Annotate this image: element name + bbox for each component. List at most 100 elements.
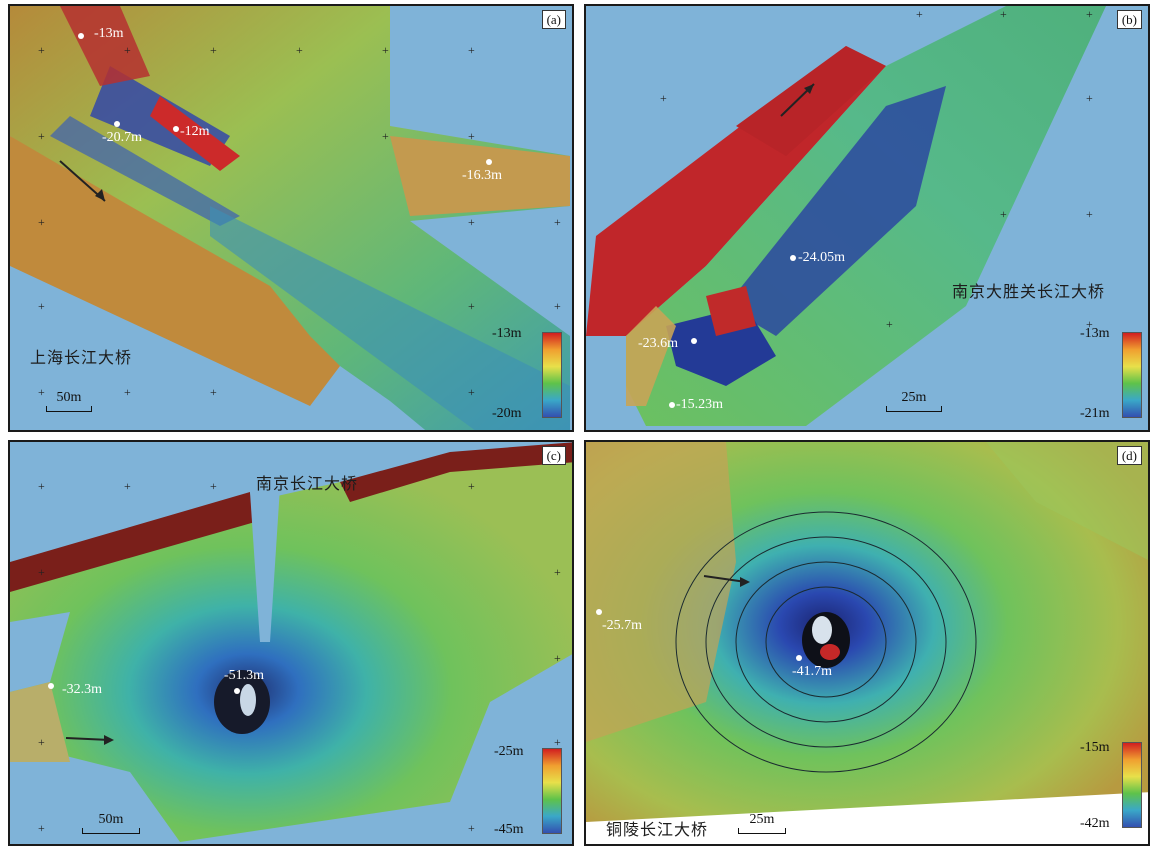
sounding-point xyxy=(691,338,697,344)
sounding-point xyxy=(173,126,179,132)
panel-b: + + + + + + + + + (b) -24.05m -23.6m -15.23m 南… xyxy=(584,4,1150,432)
depth-label: -13m xyxy=(94,26,124,41)
bathymetry-map-c: + + + + + + + + + + + xyxy=(10,442,572,842)
svg-text:+: + xyxy=(1000,7,1007,21)
scale-bar-line xyxy=(886,406,942,412)
sounding-point xyxy=(669,402,675,408)
depth-label: -16.3m xyxy=(462,168,503,183)
depth-label: -24.05m xyxy=(798,250,846,265)
panel-tag: (c) xyxy=(541,446,566,465)
svg-text:+: + xyxy=(468,821,475,835)
svg-text:+: + xyxy=(554,299,561,313)
sounding-point xyxy=(796,655,802,661)
scale-label: 25m xyxy=(901,390,927,405)
scale-label: 50m xyxy=(98,812,124,827)
svg-text:+: + xyxy=(1086,207,1093,221)
color-legend xyxy=(542,332,562,418)
svg-text:+: + xyxy=(554,215,561,229)
sounding-point xyxy=(78,33,84,39)
scale-bar-line xyxy=(46,406,92,412)
bridge-name: 铜陵长江大桥 xyxy=(606,820,709,839)
svg-text:+: + xyxy=(38,43,45,57)
svg-text:+: + xyxy=(660,91,667,105)
svg-text:+: + xyxy=(38,821,45,835)
scale-bar: 50m xyxy=(46,390,92,412)
bridge-name: 南京大胜关长江大桥 xyxy=(952,282,1106,301)
svg-text:+: + xyxy=(38,215,45,229)
svg-text:+: + xyxy=(554,735,561,749)
svg-text:+: + xyxy=(38,129,45,143)
svg-text:+: + xyxy=(468,479,475,493)
depth-label: -23.6m xyxy=(638,336,679,351)
depth-label: -41.7m xyxy=(792,664,833,679)
svg-text:+: + xyxy=(124,385,131,399)
svg-text:+: + xyxy=(124,43,131,57)
legend-max: -13m xyxy=(1080,326,1110,341)
svg-text:+: + xyxy=(382,43,389,57)
svg-text:+: + xyxy=(38,385,45,399)
svg-text:+: + xyxy=(468,385,475,399)
panel-a: + + + + + + + + + + + + + + + + + + + (a) -13m -20.7m … xyxy=(8,4,574,432)
svg-text:+: + xyxy=(210,43,217,57)
scale-bar: 50m xyxy=(82,812,140,834)
svg-text:+: + xyxy=(1086,317,1093,331)
legend-max: -25m xyxy=(494,744,524,759)
sounding-point xyxy=(234,688,240,694)
sounding-point xyxy=(790,255,796,261)
scale-label: 50m xyxy=(56,390,82,405)
sounding-point xyxy=(114,121,120,127)
color-legend xyxy=(1122,332,1142,418)
svg-text:+: + xyxy=(468,43,475,57)
panel-tag: (d) xyxy=(1116,446,1142,465)
legend-max: -13m xyxy=(492,326,522,341)
bathymetry-map-a: + + + + + + + + + + + + + + + + + + + xyxy=(10,6,570,430)
scale-label: 25m xyxy=(749,812,775,827)
panel-c: + + + + + + + + + + + (c) -51.3m -32.3m 南京长江大桥… xyxy=(8,440,574,846)
depth-label: -15.23m xyxy=(676,397,724,412)
svg-text:+: + xyxy=(38,479,45,493)
panel-tag: (b) xyxy=(1116,10,1142,29)
depth-label: -12m xyxy=(180,124,210,139)
svg-text:+: + xyxy=(124,479,131,493)
scale-bar: 25m xyxy=(738,812,786,834)
scale-bar: 25m xyxy=(886,390,942,412)
legend-min: -42m xyxy=(1080,816,1110,831)
svg-text:+: + xyxy=(1086,91,1093,105)
sounding-point xyxy=(596,609,602,615)
svg-text:+: + xyxy=(554,651,561,665)
legend-min: -20m xyxy=(492,406,522,421)
svg-text:+: + xyxy=(468,129,475,143)
svg-text:+: + xyxy=(916,7,923,21)
svg-text:+: + xyxy=(38,735,45,749)
bathymetry-map-d xyxy=(586,442,1148,844)
svg-text:+: + xyxy=(554,565,561,579)
depth-label: -32.3m xyxy=(62,682,103,697)
bridge-name: 南京长江大桥 xyxy=(256,474,359,493)
legend-min: -45m xyxy=(494,822,524,837)
svg-text:+: + xyxy=(296,43,303,57)
sounding-point xyxy=(486,159,492,165)
svg-text:+: + xyxy=(382,129,389,143)
color-legend xyxy=(1122,742,1142,828)
svg-text:+: + xyxy=(1000,207,1007,221)
svg-text:+: + xyxy=(38,565,45,579)
svg-text:+: + xyxy=(468,299,475,313)
svg-text:+: + xyxy=(468,215,475,229)
color-legend xyxy=(542,748,562,834)
legend-min: -21m xyxy=(1080,406,1110,421)
svg-text:+: + xyxy=(886,317,893,331)
panel-tag: (a) xyxy=(541,10,566,29)
svg-text:+: + xyxy=(38,299,45,313)
svg-text:+: + xyxy=(210,385,217,399)
bathymetry-map-b: + + + + + + + + + xyxy=(586,6,1106,426)
sounding-point xyxy=(48,683,54,689)
panel-d: (d) -25.7m -41.7m 铜陵长江大桥 25m -15m -42m xyxy=(584,440,1150,846)
depth-label: -20.7m xyxy=(102,130,143,145)
depth-label: -51.3m xyxy=(224,668,265,683)
bridge-name: 上海长江大桥 xyxy=(30,348,133,367)
svg-text:+: + xyxy=(1086,7,1093,21)
depth-label: -25.7m xyxy=(602,618,643,633)
svg-text:+: + xyxy=(210,479,217,493)
scale-bar-line xyxy=(82,828,140,834)
legend-max: -15m xyxy=(1080,740,1110,755)
